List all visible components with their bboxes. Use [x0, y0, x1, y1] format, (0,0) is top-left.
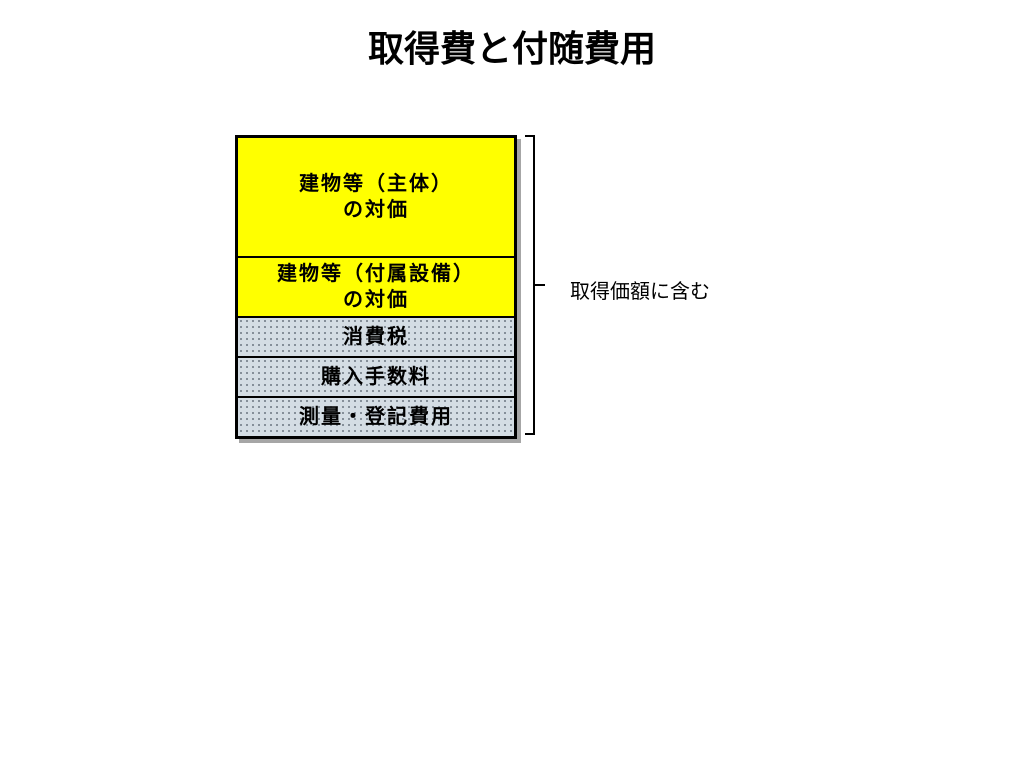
block-building-attached: 建物等（付属設備） の対価 [237, 257, 515, 317]
annotation-included-text: 取得価額に含む [570, 281, 710, 303]
bracket-bottom-tick [525, 433, 533, 435]
block-building-main-label: 建物等（主体） の対価 [299, 171, 453, 223]
page-title: 取得費と付随費用 [0, 20, 1024, 72]
cost-stack: 建物等（主体） の対価 建物等（付属設備） の対価 消費税 購入手数料 測量・登… [235, 135, 517, 439]
annotation-included: 取得価額に含む [570, 275, 710, 304]
bracket-mid-tick [535, 284, 545, 286]
block-survey-registration: 測量・登記費用 [237, 397, 515, 437]
block-survey-registration-label: 測量・登記費用 [299, 404, 453, 430]
block-purchase-fee: 購入手数料 [237, 357, 515, 397]
block-consumption-tax: 消費税 [237, 317, 515, 357]
bracket-icon [525, 135, 545, 435]
page-title-text: 取得費と付随費用 [368, 28, 656, 69]
block-consumption-tax-label: 消費税 [343, 324, 409, 350]
bracket-top-tick [525, 135, 533, 137]
block-purchase-fee-label: 購入手数料 [321, 364, 431, 390]
block-building-attached-label: 建物等（付属設備） の対価 [277, 261, 475, 313]
block-building-main: 建物等（主体） の対価 [237, 137, 515, 257]
